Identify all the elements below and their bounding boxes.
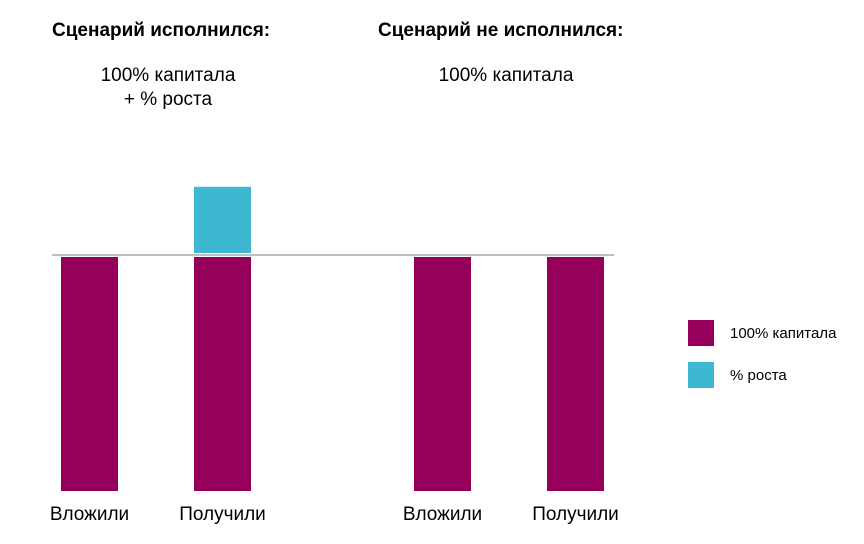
legend-item-capital: 100% капитала	[688, 320, 836, 346]
subtitle-line: + % роста	[123, 89, 213, 110]
chart-legend: 100% капитала % роста	[688, 320, 836, 404]
bar-growth	[194, 186, 251, 253]
category-label: Вложили	[403, 504, 482, 525]
legend-label-growth: % роста	[730, 366, 787, 384]
category-label: Вложили	[50, 504, 129, 525]
bar-capital	[61, 257, 118, 491]
scenario-success-subtitle: 100% капитала + % роста	[68, 64, 268, 112]
legend-swatch-capital	[688, 320, 714, 346]
bar-capital	[194, 257, 251, 491]
legend-swatch-growth	[688, 362, 714, 388]
scenario-fail-title: Сценарий не исполнился:	[378, 20, 624, 41]
category-label: Получили	[179, 504, 266, 525]
legend-label-capital: 100% капитала	[730, 324, 837, 342]
scenario-fail-subtitle: 100% капитала	[406, 64, 606, 88]
bar-capital	[547, 257, 604, 491]
subtitle-line: 100% капитала	[100, 65, 236, 86]
legend-item-growth: % роста	[688, 362, 836, 388]
bar-capital	[414, 257, 471, 491]
scenario-success-title: Сценарий исполнился:	[52, 20, 271, 41]
subtitle-line: 100% капитала	[438, 65, 574, 86]
category-label: Получили	[532, 504, 619, 525]
